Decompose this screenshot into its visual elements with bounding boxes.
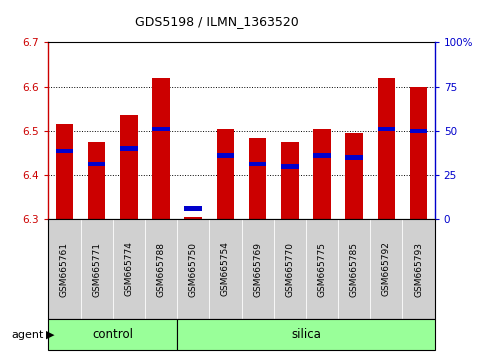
Bar — [216, 153, 234, 158]
Text: GSM665788: GSM665788 — [156, 241, 166, 297]
Text: GSM665750: GSM665750 — [189, 241, 198, 297]
Bar — [88, 162, 105, 166]
Bar — [216, 129, 234, 219]
Bar — [410, 129, 427, 133]
Bar — [313, 129, 331, 219]
Bar — [249, 162, 267, 166]
Bar — [281, 164, 298, 169]
Text: silica: silica — [291, 328, 321, 341]
Text: GSM665775: GSM665775 — [317, 241, 327, 297]
Bar — [249, 138, 267, 219]
Bar — [56, 149, 73, 153]
Bar — [120, 147, 138, 151]
Bar — [345, 155, 363, 160]
Bar — [378, 78, 395, 219]
Text: GSM665774: GSM665774 — [124, 241, 133, 297]
Text: ▶: ▶ — [46, 330, 55, 339]
Bar — [56, 124, 73, 219]
Text: GSM665771: GSM665771 — [92, 241, 101, 297]
Bar — [88, 142, 105, 219]
Bar — [152, 126, 170, 131]
Bar — [313, 153, 331, 158]
Text: GSM665769: GSM665769 — [253, 241, 262, 297]
Text: GSM665785: GSM665785 — [350, 241, 359, 297]
Text: control: control — [92, 328, 133, 341]
Text: GSM665754: GSM665754 — [221, 241, 230, 297]
Bar — [185, 206, 202, 211]
Bar — [185, 217, 202, 219]
Text: GSM665792: GSM665792 — [382, 241, 391, 297]
Text: GSM665770: GSM665770 — [285, 241, 294, 297]
Text: GDS5198 / ILMN_1363520: GDS5198 / ILMN_1363520 — [135, 15, 299, 28]
Bar — [152, 78, 170, 219]
Text: GSM665793: GSM665793 — [414, 241, 423, 297]
Bar — [120, 115, 138, 219]
Bar — [410, 87, 427, 219]
Text: GSM665761: GSM665761 — [60, 241, 69, 297]
Bar — [345, 133, 363, 219]
Bar — [281, 142, 298, 219]
Bar — [378, 126, 395, 131]
Text: agent: agent — [11, 330, 43, 339]
